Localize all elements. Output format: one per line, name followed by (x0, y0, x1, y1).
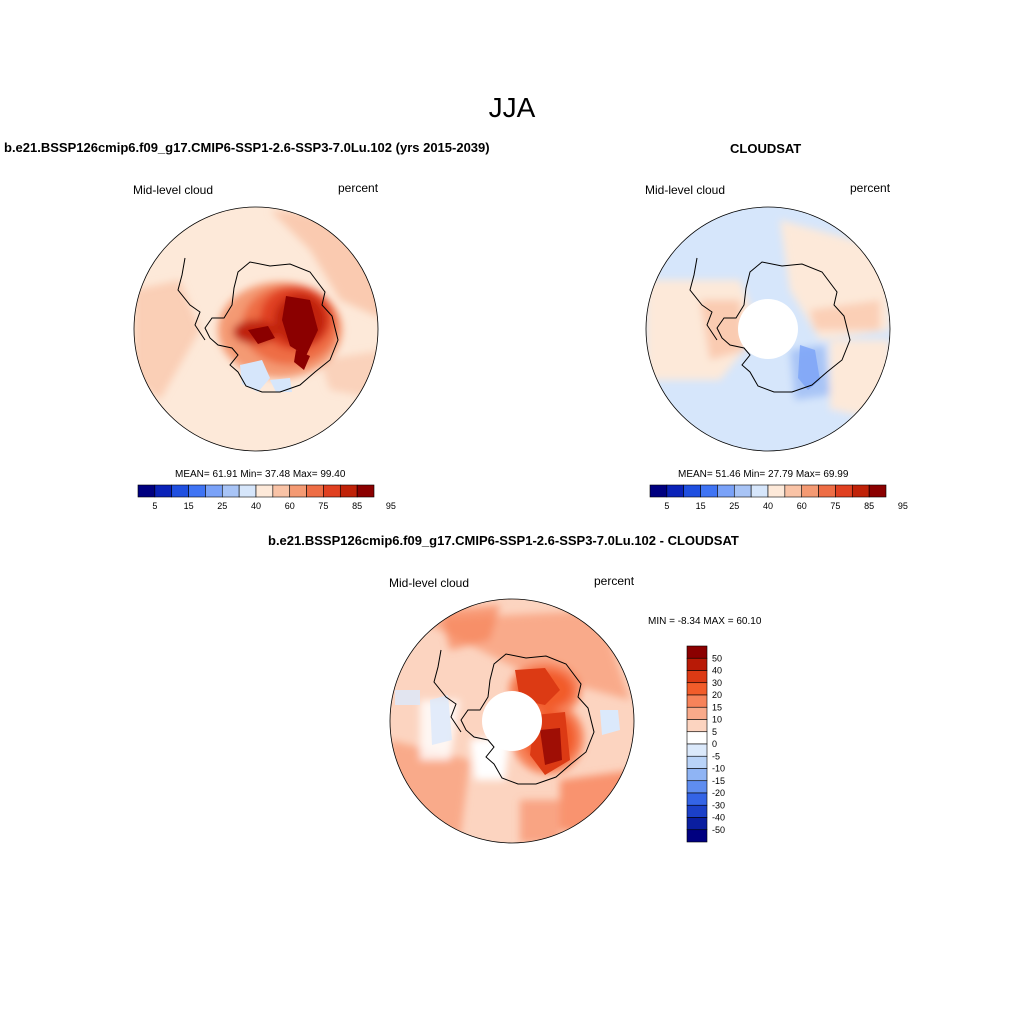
colorbar-tick-label: 50 (712, 653, 722, 663)
colorbar-box (339, 484, 358, 498)
colorbar-box (686, 780, 708, 794)
panel2-title: CLOUDSAT (730, 141, 802, 156)
antarctica-coastline-1 (204, 261, 339, 393)
colorbar-box (289, 484, 307, 498)
colorbar-tick-label: 15 (712, 702, 722, 712)
colorbar-box (700, 484, 718, 498)
colorbar-tick-label: -20 (712, 788, 725, 798)
colorbar-box (255, 484, 274, 498)
colorbar-tick-label: -5 (712, 751, 720, 761)
colorbar-box (686, 657, 708, 671)
colorbar-box (272, 484, 291, 498)
colorbar-tick-label: 85 (864, 501, 874, 511)
colorbar-tick-label: 60 (285, 501, 295, 511)
colorbar-tick-label: -30 (712, 800, 725, 810)
colorbar-tick-label: -15 (712, 776, 725, 786)
panel3-title: b.e21.BSSP126cmip6.f09_g17.CMIP6-SSP1-2.… (268, 533, 739, 548)
antarctica-coastline-2 (716, 261, 851, 393)
colorbar-box (717, 484, 735, 498)
colorbar-box (686, 792, 708, 806)
colorbar-box (306, 484, 324, 498)
colorbar-tick-label: 15 (184, 501, 194, 511)
colorbar-box (835, 484, 853, 498)
colorbar-tick-label: 30 (712, 678, 722, 688)
panel2-right-label: percent (850, 181, 891, 195)
panel3-left-label: Mid-level cloud (389, 576, 470, 590)
colorbar-box (767, 484, 786, 498)
colorbar-box (154, 484, 173, 498)
figure-title: JJA (488, 92, 536, 123)
colorbar-box (686, 682, 708, 696)
colorbar-box (686, 694, 708, 708)
colorbar-box (686, 817, 708, 831)
colorbar-box (356, 484, 375, 498)
map-cloudsat (646, 207, 890, 451)
colorbar-box (784, 484, 803, 498)
colorbar-box (733, 484, 752, 498)
colorbar-box (686, 804, 708, 818)
colorbar-box (221, 484, 240, 498)
colorbar-box (686, 670, 708, 684)
colorbar-tick-label: 20 (712, 690, 722, 700)
colorbar-tick-label: 85 (352, 501, 362, 511)
colorbar-tick-label: 95 (386, 501, 396, 511)
colorbar-box (868, 484, 887, 498)
colorbar-box (205, 484, 223, 498)
colorbar-tick-label: 5 (664, 501, 669, 511)
colorbar-box (137, 484, 156, 498)
colorbar-cloudsat: 5 15 25 40 60 75 85 95 (649, 484, 908, 511)
colorbar-box (323, 484, 341, 498)
colorbar-tick-label: 0 (712, 739, 717, 749)
colorbar-box (818, 484, 836, 498)
colorbar-box (750, 484, 769, 498)
colorbar-box (851, 484, 870, 498)
panel2-left-label: Mid-level cloud (645, 183, 726, 197)
colorbar-tick-label: -50 (712, 825, 725, 835)
colorbar-box (686, 645, 708, 659)
colorbar-box (171, 484, 189, 498)
colorbar-box (686, 731, 708, 745)
colorbar-box (683, 484, 701, 498)
panel2-stats: MEAN= 51.46 Min= 27.79 Max= 69.99 (678, 469, 849, 480)
colorbar-box (188, 484, 206, 498)
colorbar-tick-label: -40 (712, 813, 725, 823)
colorbar-tick-label: 25 (217, 501, 227, 511)
map-difference (390, 599, 634, 843)
antarctica-coastline-3 (460, 653, 595, 785)
panel3-right-label: percent (594, 574, 635, 588)
colorbar-tick-label: 5 (712, 727, 717, 737)
colorbar-model: 5 15 25 40 60 75 85 95 (137, 484, 396, 511)
colorbar-tick-label: 40 (712, 666, 722, 676)
panel1-title: b.e21.BSSP126cmip6.f09_g17.CMIP6-SSP1-2.… (4, 140, 490, 155)
colorbar-tick-label: 75 (830, 501, 840, 511)
colorbar-tick-label: 95 (898, 501, 908, 511)
colorbar-box (686, 706, 708, 720)
colorbar-box (801, 484, 819, 498)
colorbar-tick-label: 40 (763, 501, 773, 511)
panel1-stats: MEAN= 61.91 Min= 37.48 Max= 99.40 (175, 469, 346, 480)
colorbar-tick-label: 25 (729, 501, 739, 511)
colorbar-tick-label: 60 (797, 501, 807, 511)
map-model (134, 207, 378, 451)
colorbar-tick-label: -10 (712, 764, 725, 774)
colorbar-tick-label: 15 (696, 501, 706, 511)
panel1-right-label: percent (338, 181, 379, 195)
panel3-stats: MIN = -8.34 MAX = 60.10 (648, 616, 762, 627)
colorbar-tick-label: 10 (712, 715, 722, 725)
colorbar-box (666, 484, 685, 498)
colorbar-box (686, 768, 708, 782)
colorbar-tick-label: 5 (152, 501, 157, 511)
colorbar-box (686, 829, 708, 843)
colorbar-box (686, 743, 708, 757)
colorbar-tick-label: 40 (251, 501, 261, 511)
colorbar-box (238, 484, 257, 498)
colorbar-box (686, 755, 708, 769)
colorbar-tick-label: 75 (318, 501, 328, 511)
colorbar-box (686, 719, 708, 733)
panel1-left-label: Mid-level cloud (133, 183, 214, 197)
colorbar-box (649, 484, 668, 498)
